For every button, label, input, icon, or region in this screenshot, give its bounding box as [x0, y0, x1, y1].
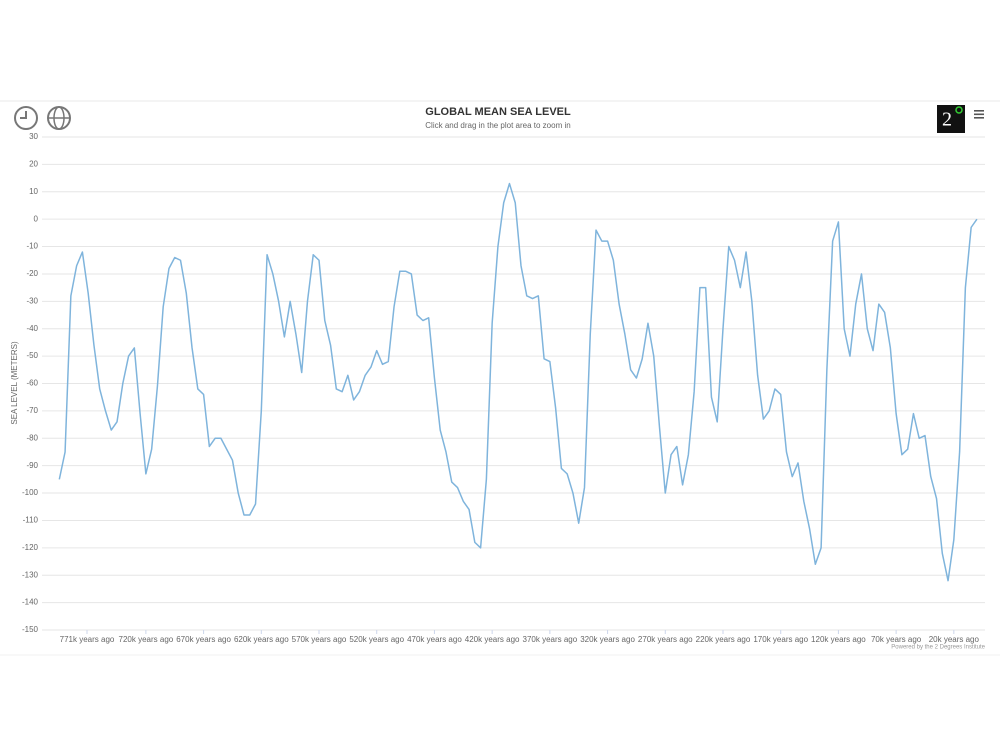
x-tick-label: 370k years ago — [523, 635, 578, 644]
logo-text: 2 — [942, 109, 952, 131]
y-tick-label: 10 — [29, 187, 38, 196]
history-icon-hands — [20, 111, 27, 119]
y-tick-label: -130 — [22, 570, 39, 579]
logo — [937, 105, 965, 133]
x-tick-label: 270k years ago — [638, 635, 693, 644]
x-tick-label: 570k years ago — [292, 635, 347, 644]
x-tick-label: 170k years ago — [753, 635, 808, 644]
y-tick-label: -20 — [26, 269, 38, 278]
x-tick-label: 120k years ago — [811, 635, 866, 644]
y-tick-label: -70 — [26, 406, 38, 415]
sea-level-line — [58, 182, 978, 582]
x-tick-label: 20k years ago — [929, 635, 980, 644]
x-tick-label: 520k years ago — [349, 635, 404, 644]
x-tick-label: 420k years ago — [465, 635, 520, 644]
x-tick-label: 320k years ago — [580, 635, 635, 644]
y-tick-label: -150 — [22, 625, 39, 634]
x-tick-label: 220k years ago — [696, 635, 751, 644]
y-tick-label: -90 — [26, 461, 38, 470]
y-tick-label: 20 — [29, 159, 38, 168]
x-tick-label: 720k years ago — [119, 635, 174, 644]
x-tick-label: 470k years ago — [407, 635, 462, 644]
chart-subtitle: Click and drag in the plot area to zoom … — [425, 121, 570, 130]
export-icons[interactable] — [14, 106, 71, 130]
logo-dot — [955, 106, 963, 114]
x-tick-label: 620k years ago — [234, 635, 289, 644]
credits: Powered by the 2 Degrees Institute — [891, 645, 985, 651]
y-tick-label: -120 — [22, 543, 39, 552]
y-tick-label: -30 — [26, 296, 38, 305]
y-tick-label: 0 — [34, 214, 39, 223]
y-tick-label: -60 — [26, 379, 38, 388]
menu-bar — [974, 113, 984, 116]
y-tick-label: -80 — [26, 433, 38, 442]
menu-bar — [974, 110, 984, 112]
y-tick-label: -10 — [26, 242, 38, 251]
y-axis-label: SEA LEVEL (METERS) — [10, 341, 19, 425]
y-tick-label: -40 — [26, 324, 38, 333]
x-tick-label: 670k years ago — [176, 635, 231, 644]
y-tick-label: -140 — [22, 598, 39, 607]
y-tick-label: 30 — [29, 132, 38, 141]
history-icon[interactable] — [14, 106, 38, 130]
x-tick-label: 771k years ago — [60, 635, 115, 644]
menu-button[interactable] — [974, 110, 984, 119]
y-tick-label: -110 — [23, 516, 39, 525]
y-tick-label: -100 — [22, 488, 39, 497]
x-tick-label: 70k years ago — [871, 635, 922, 644]
menu-bar — [974, 117, 984, 119]
y-tick-label: -50 — [26, 351, 38, 360]
chart-title: GLOBAL MEAN SEA LEVEL — [425, 106, 571, 118]
